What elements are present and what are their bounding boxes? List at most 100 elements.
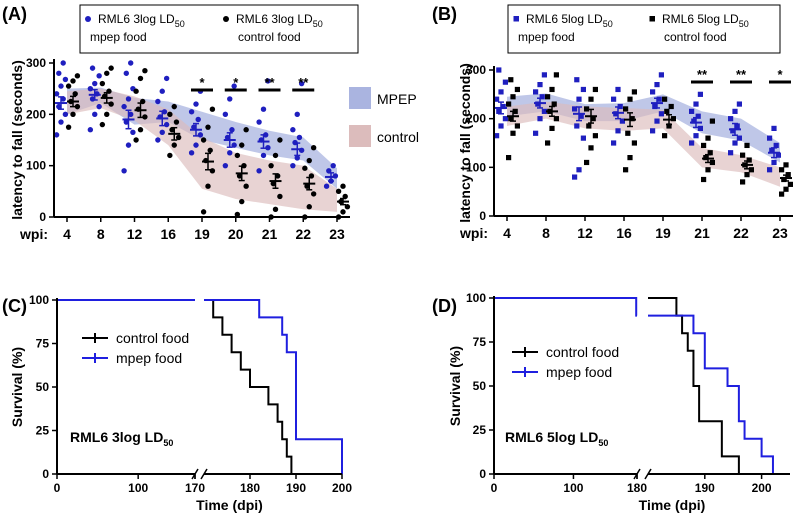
- y-tick-label: 25: [36, 424, 50, 438]
- data-point: [205, 124, 211, 130]
- y-tick-label: 0: [479, 467, 486, 481]
- data-point: [701, 142, 707, 149]
- x-tick-label: 21: [694, 225, 710, 241]
- data-point: [306, 204, 312, 210]
- data-point: [662, 133, 668, 139]
- annotation-sub: 50: [163, 438, 173, 448]
- data-point: [96, 103, 102, 110]
- legend-marker: [649, 16, 655, 22]
- legend-box: [507, 4, 781, 54]
- panel-label: (D): [432, 296, 457, 316]
- data-point: [243, 127, 249, 133]
- data-point: [506, 101, 512, 107]
- y-tick-label: 100: [26, 159, 46, 173]
- significance-label: *: [199, 75, 205, 90]
- data-point: [709, 118, 715, 124]
- x-prefix: wpi:: [459, 225, 488, 241]
- data-point: [62, 111, 69, 118]
- data-point: [771, 125, 777, 131]
- data-point: [323, 183, 330, 189]
- data-point: [340, 183, 346, 189]
- band-legend-label: control: [377, 129, 419, 145]
- data-point: [574, 77, 580, 83]
- data-point: [306, 157, 312, 164]
- band-legend-swatch: [349, 87, 371, 109]
- data-point: [191, 124, 197, 130]
- data-point: [108, 65, 114, 71]
- series-mpep: [53, 60, 339, 189]
- legend-label: mpep food: [546, 364, 612, 380]
- data-point: [586, 123, 592, 129]
- x-axis-label: Time (dpi): [196, 497, 263, 513]
- legend-label-line2: mpep food: [90, 30, 147, 44]
- data-point: [623, 106, 629, 112]
- y-tick-label: 200: [466, 112, 486, 126]
- data-point: [72, 91, 78, 97]
- data-point: [549, 125, 555, 131]
- data-point: [580, 86, 586, 93]
- data-point: [728, 116, 734, 122]
- x-tick-label: 100: [128, 481, 148, 495]
- data-point: [231, 83, 237, 89]
- data-point: [654, 118, 660, 124]
- data-point: [290, 127, 296, 133]
- data-point: [691, 118, 697, 124]
- data-point: [514, 123, 520, 129]
- survival-line-mpep: [57, 299, 343, 474]
- data-point: [574, 123, 580, 129]
- annotation: RML6 3log LD50: [70, 429, 173, 448]
- data-point: [310, 191, 317, 197]
- data-point: [188, 150, 195, 156]
- data-point: [545, 140, 551, 146]
- data-point: [268, 162, 274, 169]
- x-tick-label: 190: [286, 481, 306, 495]
- data-point: [734, 123, 740, 129]
- data-point: [510, 94, 516, 100]
- data-point: [270, 180, 276, 187]
- data-point: [133, 88, 139, 94]
- data-point: [769, 147, 775, 153]
- data-point: [740, 179, 746, 185]
- y-tick-label: 100: [466, 291, 486, 305]
- axis-break: [200, 468, 208, 480]
- data-point: [744, 172, 750, 178]
- legend-label: RML6 5log LD50: [662, 12, 749, 29]
- data-point: [736, 101, 742, 107]
- data-point: [590, 116, 596, 122]
- data-point: [625, 130, 631, 136]
- data-point: [87, 127, 94, 133]
- legend-marker: [223, 16, 229, 22]
- data-point: [265, 145, 271, 151]
- data-point: [298, 80, 305, 87]
- data-point: [496, 108, 502, 114]
- band-legend-label: MPEP: [377, 91, 417, 107]
- data-point: [551, 101, 557, 107]
- data-point: [294, 155, 300, 161]
- data-point: [498, 89, 504, 95]
- legend-box: [79, 4, 359, 54]
- data-point: [234, 211, 241, 218]
- data-point: [631, 89, 637, 95]
- data-point: [514, 86, 520, 93]
- significance-label: *: [233, 75, 239, 90]
- data-point: [197, 132, 204, 138]
- legend-label: RML6 5log LD50: [526, 12, 613, 29]
- legend-label: control food: [546, 344, 619, 360]
- data-point: [193, 142, 199, 148]
- data-point: [234, 152, 241, 159]
- data-point: [533, 89, 539, 95]
- x-tick-label: 200: [332, 481, 352, 495]
- data-point: [545, 94, 551, 100]
- data-point: [787, 181, 793, 187]
- series-control: [65, 65, 351, 220]
- x-axis-label: Time (dpi): [639, 497, 706, 513]
- annotation-main: RML6 5log LD: [505, 429, 598, 445]
- data-point: [623, 167, 629, 173]
- x-tick-label: 19: [194, 226, 210, 242]
- data-point: [171, 142, 177, 148]
- x-tick-label: 8: [542, 225, 550, 241]
- legend-label-main: RML6 5log LD: [662, 12, 739, 26]
- data-point: [615, 128, 621, 134]
- data-point: [707, 150, 713, 156]
